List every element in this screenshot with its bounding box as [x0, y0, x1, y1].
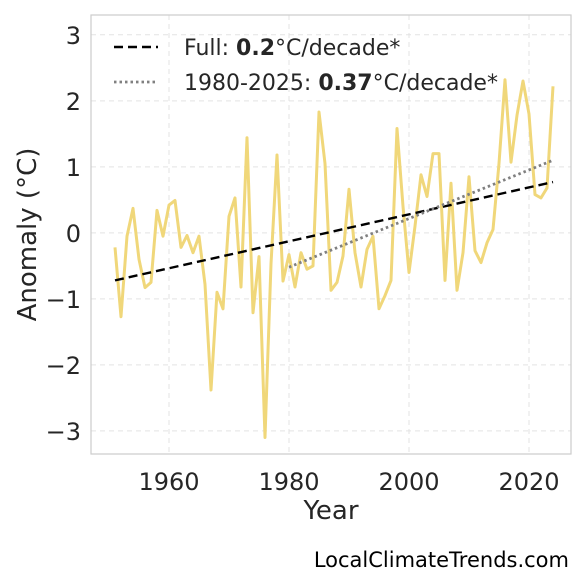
y-tick-label: −2 — [46, 352, 81, 380]
anomaly-series-line — [113, 78, 555, 439]
y-axis-ticks: −3 −2 −1 0 1 2 3 — [46, 22, 81, 446]
data-series — [113, 78, 555, 439]
legend-label: 1980-2025: 0.37°C/decade* — [184, 71, 498, 96]
y-tick-label: 1 — [66, 154, 81, 182]
x-axis-label: Year — [302, 496, 358, 526]
recent-trend-line — [288, 158, 554, 269]
y-tick-label: 3 — [66, 22, 81, 50]
legend-label: Full: 0.2°C/decade* — [184, 36, 400, 61]
y-tick-label: 2 — [66, 88, 81, 116]
full-trend-line — [114, 180, 554, 282]
legend: Full: 0.2°C/decade* 1980-2025: 0.37°C/dec… — [114, 36, 498, 96]
y-axis-label: Anomaly (°C) — [13, 148, 43, 322]
x-tick-label: 2000 — [378, 468, 439, 496]
x-axis-ticks: 1960 1980 2000 2020 — [138, 468, 559, 496]
y-tick-label: 0 — [66, 220, 81, 248]
y-tick-label: −1 — [46, 286, 81, 314]
y-tick-label: −3 — [46, 418, 81, 446]
x-tick-label: 2020 — [498, 468, 559, 496]
trend-lines — [114, 158, 554, 282]
plot-frame — [90, 14, 572, 455]
x-tick-label: 1960 — [138, 468, 199, 496]
x-tick-label: 1980 — [258, 468, 319, 496]
source-watermark: LocalClimateTrends.com — [313, 548, 569, 572]
